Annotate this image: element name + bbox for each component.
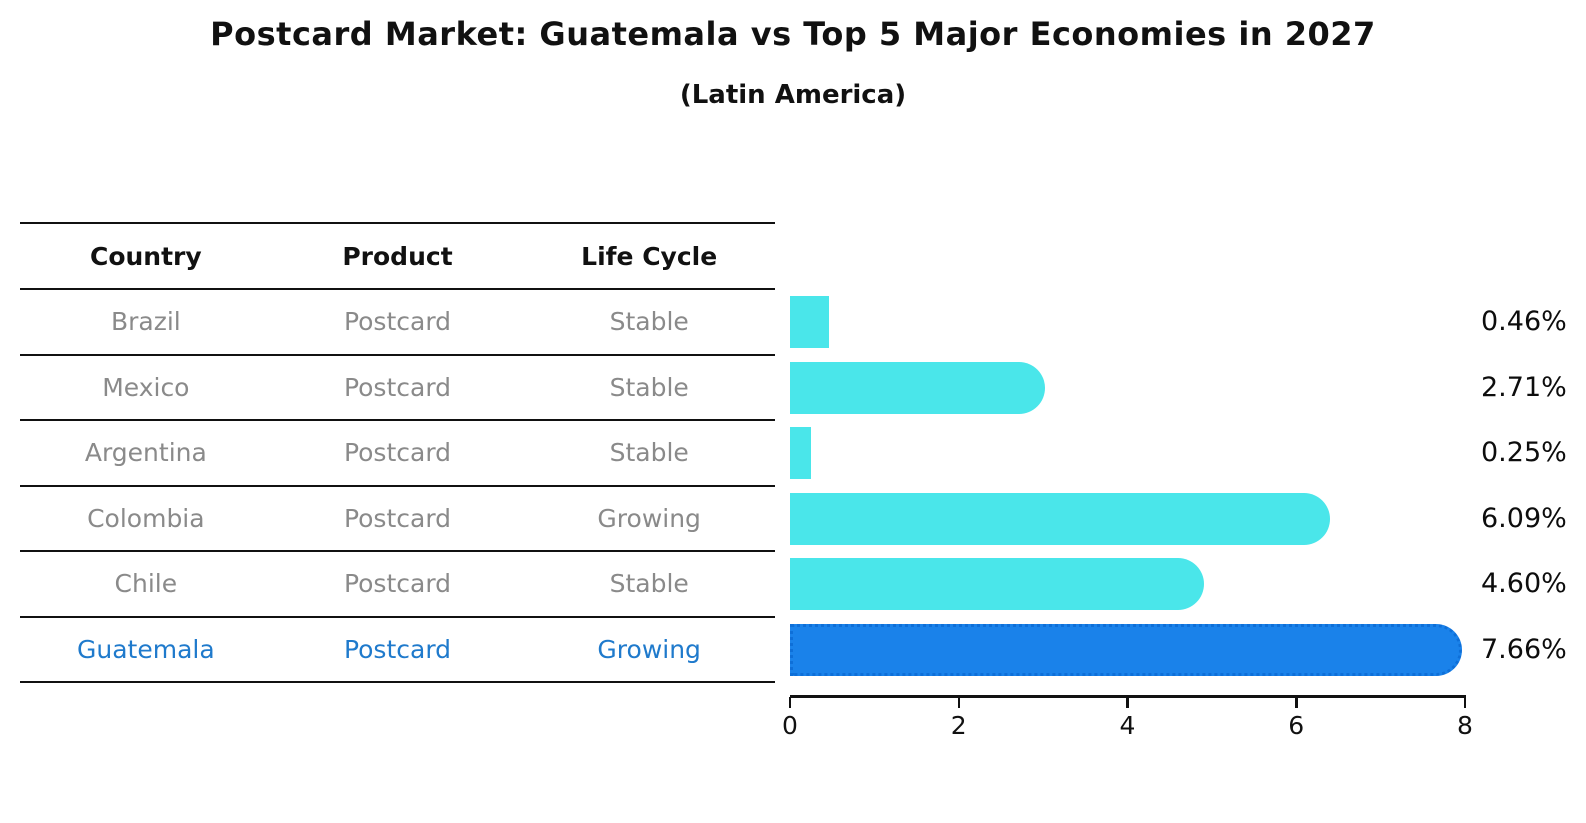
value-label-mexico: 2.71% — [1481, 371, 1567, 403]
cell-product: Postcard — [343, 569, 452, 599]
cell-country: Mexico — [102, 372, 190, 402]
cell-country: Guatemala — [77, 634, 215, 664]
bar-guatemala — [790, 623, 1463, 676]
bar-colombia — [790, 492, 1330, 545]
table-row-guatemala: Guatemala Postcard Growing — [20, 618, 775, 683]
cell-life-cycle: Stable — [609, 307, 689, 337]
bar-chile — [790, 558, 1205, 610]
tick-label: 2 — [950, 711, 967, 740]
table-row-chile: Chile Postcard Stable — [20, 552, 775, 618]
bar-slot-brazil — [790, 296, 1465, 348]
value-label-argentina: 0.25% — [1481, 437, 1567, 468]
cell-country: Chile — [114, 569, 178, 599]
table-row-argentina: Argentina Postcard Stable — [20, 421, 775, 487]
table-row-colombia: Colombia Postcard Growing — [20, 487, 775, 552]
table-header-life-cycle: Life Cycle — [581, 241, 718, 271]
tick-mark — [1295, 697, 1298, 708]
bar-slot-mexico — [790, 361, 1465, 414]
tick-mark — [957, 697, 960, 708]
bar-slot-colombia — [790, 492, 1465, 545]
bar-slot-guatemala — [790, 623, 1465, 676]
tick-label: 8 — [1457, 711, 1473, 740]
value-label-guatemala: 7.66% — [1481, 633, 1567, 665]
bar-slot-argentina — [790, 427, 1465, 479]
chart-subtitle: (Latin America) — [679, 80, 907, 110]
cell-product: Postcard — [343, 438, 452, 468]
cell-life-cycle: Stable — [609, 569, 689, 599]
tick-label: 6 — [1288, 711, 1305, 740]
cell-country: Argentina — [84, 438, 207, 468]
cell-product: Postcard — [343, 634, 452, 664]
cell-life-cycle: Growing — [597, 503, 701, 533]
bar-argentina — [790, 427, 812, 479]
tick-label: 4 — [1119, 711, 1136, 740]
table-header-row: Country Product Life Cycle — [20, 224, 775, 290]
cell-life-cycle: Stable — [609, 438, 689, 468]
table-row-mexico: Mexico Postcard Stable — [20, 356, 775, 421]
chart-title: Postcard Market: Guatemala vs Top 5 Majo… — [210, 15, 1376, 53]
tick-mark — [1463, 697, 1467, 708]
cell-life-cycle: Stable — [609, 372, 689, 402]
cell-product: Postcard — [343, 372, 452, 402]
cell-product: Postcard — [343, 503, 452, 533]
cell-life-cycle: Growing — [597, 634, 701, 664]
value-label-chile: 4.60% — [1481, 568, 1567, 599]
bar-chart: 0 2 4 6 8 — [782, 290, 1473, 740]
bar-mexico — [790, 361, 1045, 414]
table-row-brazil: Brazil Postcard Stable — [20, 290, 775, 356]
value-label-brazil: 0.46% — [1481, 306, 1567, 337]
tick-mark — [788, 697, 792, 708]
table-header-product: Product — [342, 241, 453, 271]
country-table: Country Product Life Cycle Brazil Postca… — [20, 222, 775, 683]
cell-product: Postcard — [343, 307, 452, 337]
x-axis-line — [790, 695, 1466, 698]
value-label-colombia: 6.09% — [1481, 502, 1567, 534]
cell-country: Colombia — [87, 503, 205, 533]
tick-mark — [1126, 697, 1129, 708]
tick-label: 0 — [782, 711, 798, 740]
bar-slot-chile — [790, 558, 1465, 610]
bar-brazil — [790, 296, 829, 348]
cell-country: Brazil — [110, 307, 181, 337]
table-header-country: Country — [89, 241, 202, 271]
